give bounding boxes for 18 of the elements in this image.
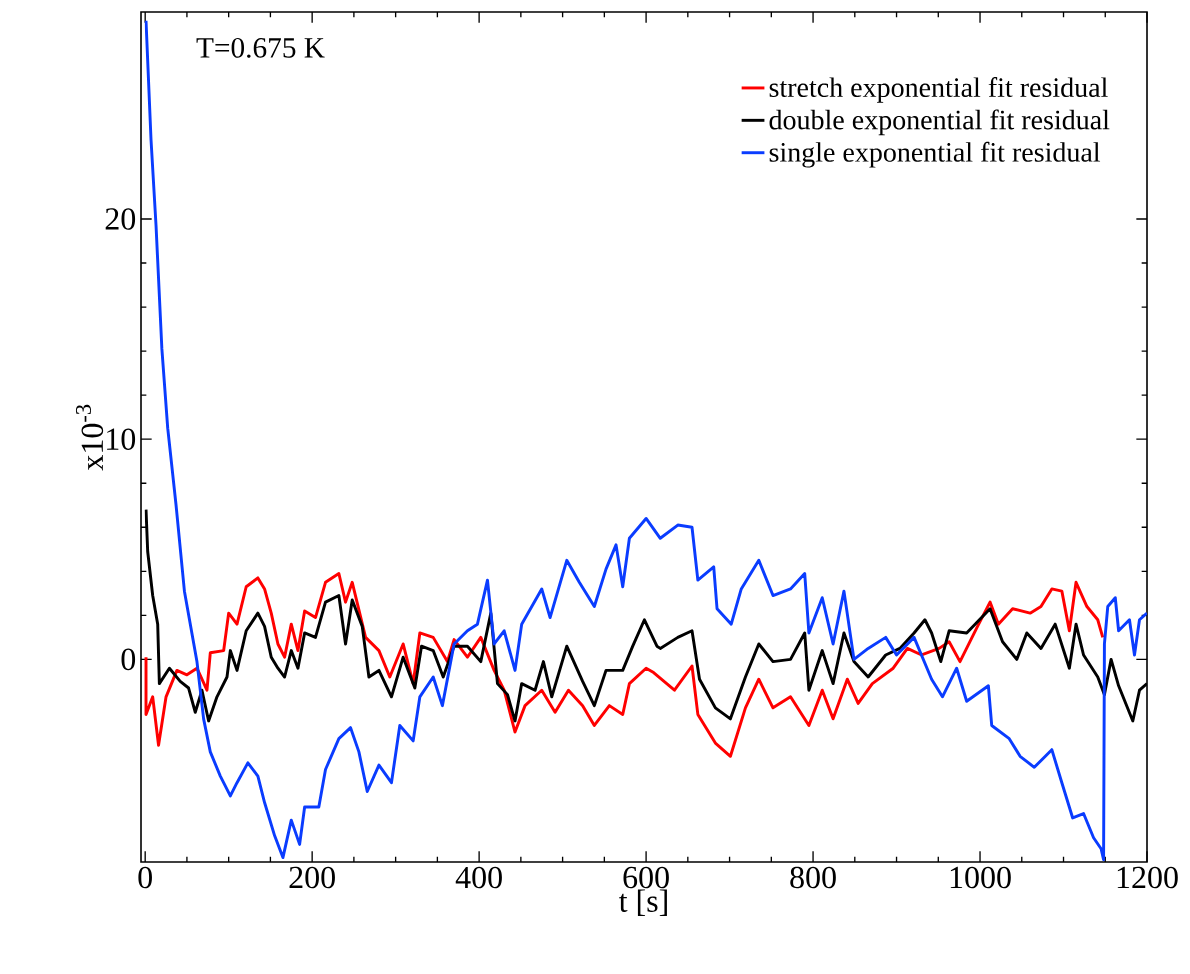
y-tick-label: 20 — [105, 208, 136, 230]
x-tick-label: 1000 — [950, 866, 1011, 889]
annotation: T=0.675 K — [196, 37, 325, 58]
x-tick-label: 1200 — [1117, 866, 1178, 889]
x-tick-label: 400 — [455, 866, 502, 889]
legend-label: single exponential fit residual — [769, 141, 1101, 168]
y-tick-label: 0 — [121, 648, 136, 671]
x-tick-label: 0 — [138, 866, 152, 889]
line-series — [144, 19, 1147, 862]
x-tick-label: 800 — [790, 866, 836, 889]
x-axis-title: t [s] — [618, 889, 667, 916]
line-series — [144, 572, 1105, 758]
y-axis-title: x10$^{-3}$ — [75, 404, 104, 471]
y-tick-label: 10 — [107, 428, 136, 450]
x-tick-label: 600 — [623, 866, 669, 889]
x-tick-label: 200 — [289, 866, 335, 889]
legend-label: double exponential fit residual — [769, 109, 1110, 136]
legend-label: stretch exponential fit residual — [769, 77, 1108, 103]
